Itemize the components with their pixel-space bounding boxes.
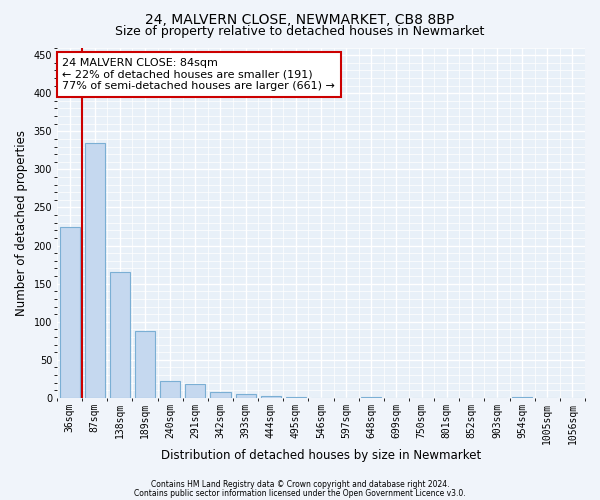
- X-axis label: Distribution of detached houses by size in Newmarket: Distribution of detached houses by size …: [161, 450, 481, 462]
- Bar: [236, 394, 256, 398]
- Text: 24 MALVERN CLOSE: 84sqm
← 22% of detached houses are smaller (191)
77% of semi-d: 24 MALVERN CLOSE: 84sqm ← 22% of detache…: [62, 58, 335, 91]
- Bar: [361, 397, 382, 398]
- Bar: [211, 392, 230, 398]
- Text: Contains public sector information licensed under the Open Government Licence v3: Contains public sector information licen…: [134, 488, 466, 498]
- Bar: [160, 381, 180, 398]
- Bar: [110, 272, 130, 398]
- Bar: [85, 142, 105, 398]
- Text: Contains HM Land Registry data © Crown copyright and database right 2024.: Contains HM Land Registry data © Crown c…: [151, 480, 449, 489]
- Bar: [185, 384, 205, 398]
- Bar: [59, 228, 80, 398]
- Bar: [286, 397, 306, 398]
- Bar: [512, 397, 532, 398]
- Bar: [260, 396, 281, 398]
- Text: Size of property relative to detached houses in Newmarket: Size of property relative to detached ho…: [115, 25, 485, 38]
- Bar: [135, 331, 155, 398]
- Y-axis label: Number of detached properties: Number of detached properties: [15, 130, 28, 316]
- Text: 24, MALVERN CLOSE, NEWMARKET, CB8 8BP: 24, MALVERN CLOSE, NEWMARKET, CB8 8BP: [145, 12, 455, 26]
